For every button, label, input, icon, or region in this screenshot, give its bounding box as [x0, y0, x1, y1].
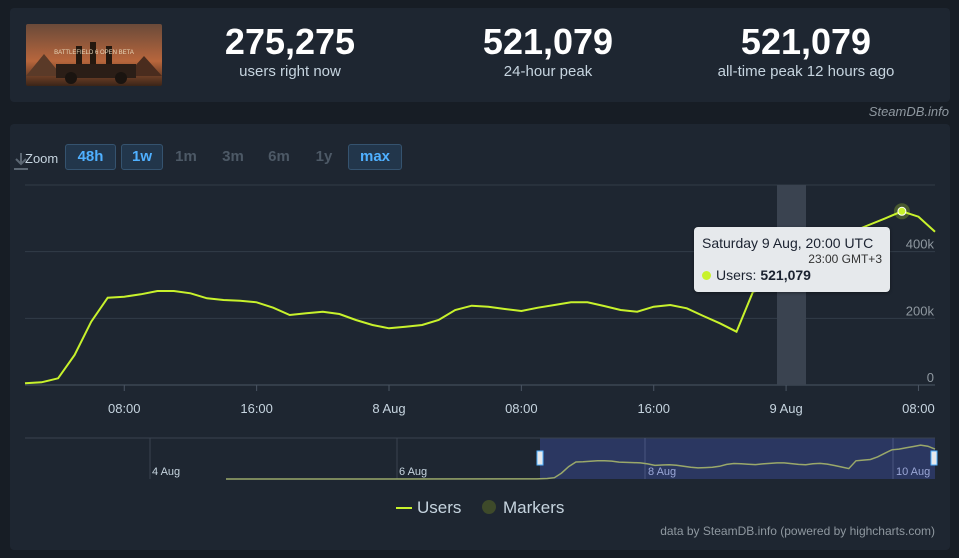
stat-label: all-time peak 12 hours ago [717, 63, 895, 80]
tooltip-timezone: 23:00 GMT+3 [808, 252, 882, 266]
y-tick-label: 200k [906, 303, 935, 318]
navigator-label: 6 Aug [399, 466, 427, 478]
tooltip-series-dot [702, 271, 711, 280]
tooltip-date: Saturday 9 Aug, 20:00 UTC [702, 235, 874, 251]
x-tick-label: 08:00 [505, 401, 538, 416]
stat-all-time-peak: 521,079 all-time peak 12 hours ago [700, 22, 912, 82]
tooltip-value: 521,079 [760, 267, 811, 283]
tooltip: Saturday 9 Aug, 20:00 UTC 23:00 GMT+3 Us… [694, 227, 890, 292]
stats-header: BATTLEFIELD 6 OPEN BETA 275,275 users ri… [10, 8, 950, 102]
x-tick-label: 08:00 [108, 401, 141, 416]
tooltip-series-label: Users: [716, 267, 757, 283]
y-tick-label: 400k [906, 237, 935, 252]
steamdb-credit[interactable]: SteamDB.info [868, 104, 949, 119]
highcharts-credit[interactable]: data by SteamDB.info (powered by highcha… [660, 524, 935, 538]
zoom-max-button[interactable]: max [348, 144, 402, 170]
game-banner-art: BATTLEFIELD 6 OPEN BETA [26, 24, 162, 86]
stat-24h-peak: 521,079 24-hour peak [466, 22, 630, 82]
banner-title: BATTLEFIELD 6 OPEN BETA [54, 50, 134, 56]
stat-value: 275,275 [224, 21, 356, 62]
navigator-label: 8 Aug [648, 466, 676, 478]
zoom-1m-button[interactable]: 1m [175, 148, 197, 165]
x-tick-label: 16:00 [637, 401, 670, 416]
x-tick-label: 08:00 [902, 401, 935, 416]
stat-label: users right now [239, 63, 341, 80]
download-icon[interactable] [10, 150, 32, 172]
y-tick-label: 0 [927, 370, 934, 385]
zoom-1y-button[interactable]: 1y [315, 148, 333, 165]
navigator-left-handle[interactable] [536, 450, 544, 466]
legend-markers-label[interactable]: Markers [503, 498, 565, 517]
legend [396, 500, 496, 514]
game-banner[interactable]: BATTLEFIELD 6 OPEN BETA [26, 24, 162, 86]
stat-label: 24-hour peak [503, 63, 593, 80]
navigator-label: 10 Aug [896, 466, 930, 478]
stat-value: 521,079 [482, 21, 614, 62]
zoom-label: Zoom [25, 151, 59, 166]
navigator-label: 4 Aug [152, 466, 180, 478]
legend-users-label[interactable]: Users [417, 498, 462, 517]
zoom-6m-button[interactable]: 6m [268, 148, 290, 165]
navigator-series-line [225, 444, 936, 480]
x-tick-label: 16:00 [240, 401, 273, 416]
zoom-1w-button[interactable]: 1w [121, 144, 163, 170]
stat-users-now: 275,275 users right now [216, 22, 364, 82]
zoom-48h-button[interactable]: 48h [65, 144, 116, 170]
x-tick-label: 9 Aug [769, 401, 802, 416]
navigator[interactable]: 4 Aug 6 Aug 8 Aug 10 Aug [25, 437, 938, 480]
legend-markers-swatch[interactable] [482, 500, 496, 514]
navigator-selection[interactable] [540, 438, 935, 479]
zoom-3m-button[interactable]: 3m [222, 148, 244, 165]
x-tick-label: 8 Aug [372, 401, 405, 416]
stat-value: 521,079 [740, 21, 872, 62]
tooltip-row: Users: 521,079 [702, 267, 811, 283]
navigator-right-handle[interactable] [930, 450, 938, 466]
peak-point[interactable] [897, 206, 907, 216]
